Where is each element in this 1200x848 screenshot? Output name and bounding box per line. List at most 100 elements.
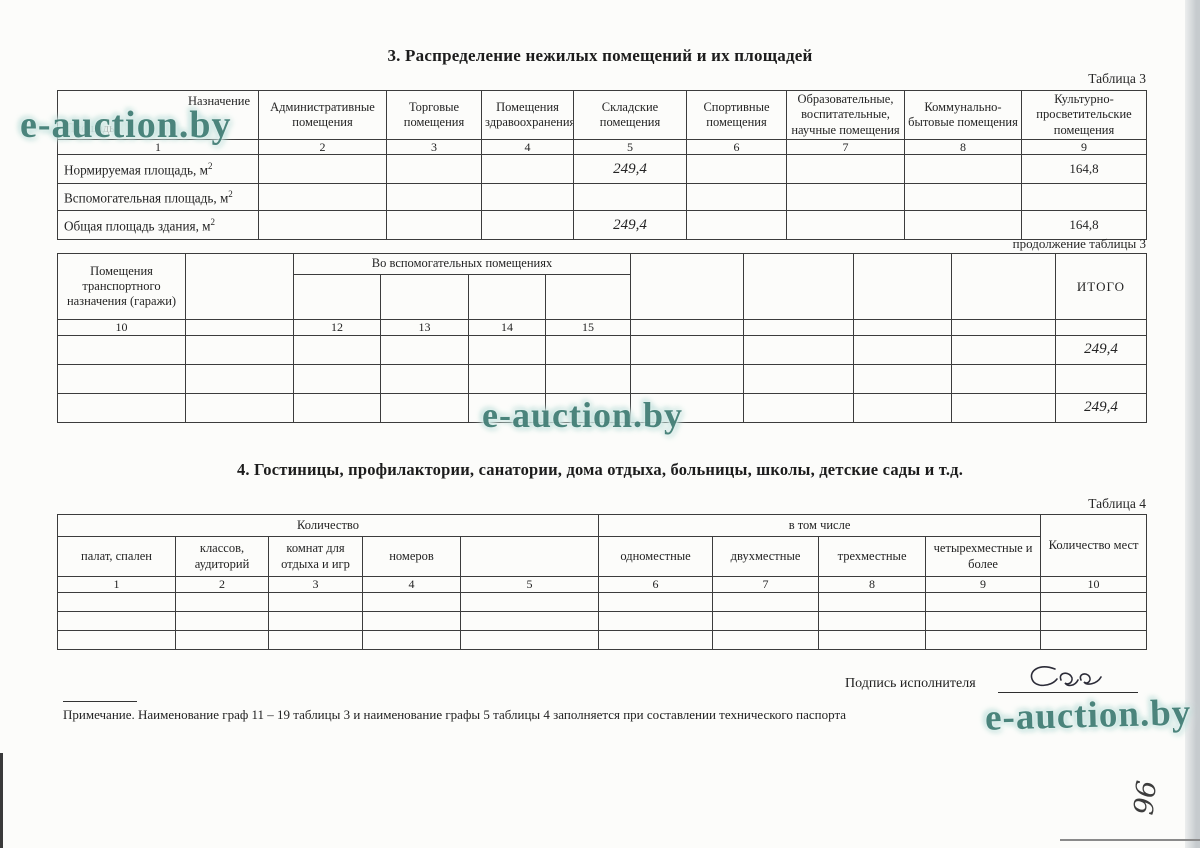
subheader-blank <box>545 274 631 320</box>
table-cell <box>630 392 744 423</box>
value-cell: 249,4 <box>573 210 687 241</box>
table-cell <box>459 592 600 612</box>
table-cell <box>712 611 820 631</box>
value-cell: 164,8 <box>1021 154 1147 185</box>
table-cell <box>386 154 482 185</box>
subheader-double: двухместные <box>712 536 820 577</box>
table-cell <box>951 363 1056 394</box>
table-cell <box>57 592 176 612</box>
col-number-cell: 12 <box>293 319 381 336</box>
subheader-triple: трехместные <box>818 536 927 577</box>
table-cell <box>57 334 186 365</box>
table3-header-cultural: Культурно-просветительские помещения <box>1021 90 1147 140</box>
col-number-cell <box>853 319 952 336</box>
table-cell <box>904 210 1022 241</box>
subheader-quad-plus: четырехместные и более <box>925 536 1042 577</box>
col-number-cell: 3 <box>268 576 363 593</box>
table-cell <box>1040 592 1148 612</box>
table-cell <box>380 363 469 394</box>
table-cell <box>951 334 1056 365</box>
table-cell <box>786 210 905 241</box>
subheader-wards: палат, спален <box>57 536 176 577</box>
subheader-single: одноместные <box>598 536 714 577</box>
table-cell <box>481 154 574 185</box>
signature-label: Подпись исполнителя <box>845 676 976 691</box>
table-cell <box>686 154 787 185</box>
header-including-group: в том числе <box>598 514 1042 537</box>
watermark-center: e-auction.by <box>482 395 683 435</box>
table-cell <box>57 392 186 423</box>
table-cell <box>293 334 381 365</box>
subheader-blank <box>293 274 381 320</box>
scan-edge-strip <box>1185 0 1200 848</box>
table-cell <box>598 611 714 631</box>
table-cell <box>573 183 687 212</box>
col-number-cell: 5 <box>459 576 600 593</box>
table-cell <box>1021 183 1147 212</box>
table3-header-trade: Торговые помещения <box>386 90 482 140</box>
header-blank-col18 <box>853 253 952 320</box>
table-cell <box>185 363 294 394</box>
row-label-normalized-area: Нормируемая площадь, м2 <box>57 154 259 185</box>
header-garage-premises: Помещения транспортного назначения (гара… <box>57 253 186 320</box>
col-number-cell: 8 <box>904 138 1022 156</box>
section3-title: 3. Распределение нежилых помещений и их … <box>387 46 813 65</box>
table-cell <box>185 392 294 423</box>
subheader-rooms: номеров <box>362 536 461 577</box>
table-cell <box>712 592 820 612</box>
col-number-cell: 4 <box>362 576 461 593</box>
table3-header-healthcare: Помещения здравоохранения <box>481 90 574 140</box>
header-blank-col19 <box>951 253 1056 320</box>
table3-corner-cell: Назначение Площадь <box>57 90 259 140</box>
table-cell <box>743 363 854 394</box>
row-label-text: Вспомогательная площадь, м <box>64 190 229 206</box>
table3-label: Таблица 3 <box>1088 71 1146 86</box>
watermark-bottom-right: e-auction.by <box>984 692 1192 739</box>
table-cell <box>818 630 927 650</box>
table-3: Назначение Площадь Административные поме… <box>57 90 1147 241</box>
row-label-auxiliary-area: Вспомогательная площадь, м2 <box>57 183 259 212</box>
table-cell <box>268 611 363 631</box>
itogo-value-cell: 249,4 <box>1055 334 1147 365</box>
handwritten-signature <box>1030 666 1102 687</box>
col-number-cell <box>1055 319 1147 336</box>
header-blank-col16 <box>630 253 744 320</box>
footnote-rule <box>63 701 137 702</box>
col-number-cell: 4 <box>481 138 574 156</box>
col-number-cell: 9 <box>1021 138 1147 156</box>
table-cell <box>925 630 1042 650</box>
watermark-top-left: e-auction.by <box>20 104 232 146</box>
col-number-cell: 5 <box>573 138 687 156</box>
table-cell <box>362 611 461 631</box>
col-number-cell: 10 <box>57 319 186 336</box>
sup-2: 2 <box>228 188 233 199</box>
subheader-classes: классов, аудиторий <box>175 536 269 577</box>
table3-header-warehouse: Складские помещения <box>573 90 687 140</box>
col-number-cell: 7 <box>712 576 820 593</box>
col-number-cell: 8 <box>818 576 927 593</box>
table-cell <box>293 363 381 394</box>
table-cell <box>481 183 574 212</box>
table-cell <box>1040 630 1148 650</box>
table-cell <box>380 334 469 365</box>
table-cell <box>258 183 387 212</box>
header-blank-col17 <box>743 253 854 320</box>
table-cell <box>818 592 927 612</box>
col-number-cell: 6 <box>686 138 787 156</box>
table4-label: Таблица 4 <box>1088 496 1146 511</box>
table-cell <box>1040 611 1148 631</box>
scan-bottom-artifact <box>1060 839 1200 841</box>
table-3-continuation: Помещения транспортного назначения (гара… <box>57 253 1147 423</box>
itogo-value-cell: 249,4 <box>1055 392 1147 423</box>
col-number-cell: 2 <box>258 138 387 156</box>
table-cell <box>386 210 482 241</box>
col-number-cell: 7 <box>786 138 905 156</box>
table-cell <box>380 392 469 423</box>
col-number-cell: 3 <box>386 138 482 156</box>
col-number-cell <box>630 319 744 336</box>
table-cell <box>786 154 905 185</box>
table-cell <box>57 611 176 631</box>
table-cell <box>175 630 269 650</box>
table-cell <box>175 611 269 631</box>
row-label-total-area: Общая площадь здания, м2 <box>57 210 259 241</box>
